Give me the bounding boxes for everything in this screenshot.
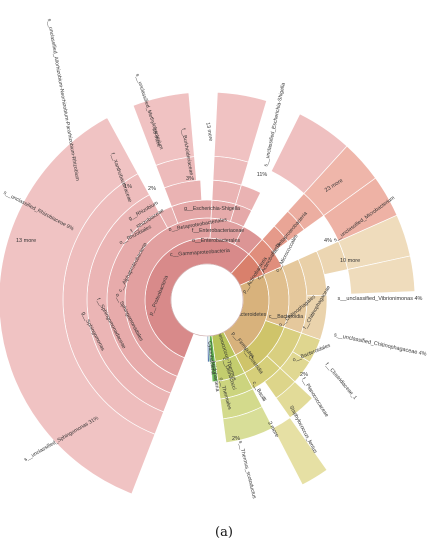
chart-label-40: s__unclassified_Vibrionimonas 4% xyxy=(338,296,423,302)
chart-label-27: g__Escherichia-Shigella xyxy=(184,206,240,212)
chart-label-32: 10 more xyxy=(340,258,360,264)
chart-label-15: 3% xyxy=(186,176,194,182)
sector-f-burkholderiaceae xyxy=(235,184,262,211)
chart-label-41: s__unclassified_Chitinophagaceae 4% xyxy=(333,332,427,358)
chart-label-8: 13 more xyxy=(16,238,36,244)
chart-label-57: Cyanobacteria xyxy=(206,341,215,375)
panel-label: (a) xyxy=(215,525,233,540)
sector-s-unclassified-chitinophagaceae xyxy=(347,255,416,295)
chart-label-54: s__Thermus_scotoductus xyxy=(237,440,257,499)
chart-label-12: 2% xyxy=(148,186,156,192)
chart-label-25: o__Enterobacterales xyxy=(192,238,240,244)
chart-label-37: c__Bacteroidia xyxy=(269,314,303,320)
chart-label-44: f__Clostridiaceae_1 xyxy=(324,362,358,401)
chart-label-26: f__Enterobacteriaceae xyxy=(192,228,244,234)
chart-label-43: 2% xyxy=(300,372,308,378)
chart-label-10: 1% xyxy=(124,184,132,190)
chart-label-16: 13 more xyxy=(204,122,213,142)
chart-label-18: 11% xyxy=(257,172,268,178)
chart-label-36: p__Bacteroidetes xyxy=(226,312,267,318)
sector-s-staphylococcus-lentus xyxy=(275,381,313,419)
chart-label-56: Acidobacteria xyxy=(210,360,220,392)
sector-s-unclassified-sphingomonas xyxy=(0,117,156,495)
sector-s-thermus-scotoductus xyxy=(222,406,274,444)
sector-s-unclassified-escherichia-shigella xyxy=(213,91,268,163)
root-hole xyxy=(170,263,244,337)
chart-label-31: 4% xyxy=(324,238,332,244)
chart-label-13: 15 more xyxy=(151,128,162,148)
sector-s-unclassified-rhizobiaceae xyxy=(132,92,195,166)
chart-label-24: c__Gammaproteobacteria xyxy=(170,248,230,258)
chart-sectors xyxy=(0,91,416,495)
chart-label-55: 2% xyxy=(232,436,240,442)
